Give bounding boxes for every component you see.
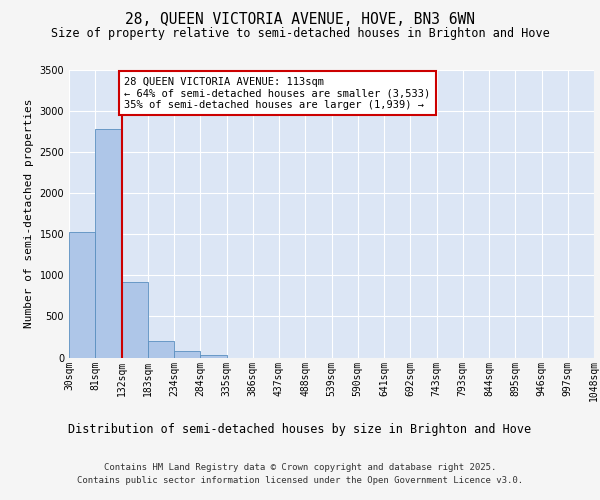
Bar <box>95 129 121 358</box>
Text: Contains public sector information licensed under the Open Government Licence v3: Contains public sector information licen… <box>77 476 523 485</box>
Bar <box>148 340 174 357</box>
Bar <box>69 232 95 358</box>
Bar <box>200 355 227 358</box>
Text: 28 QUEEN VICTORIA AVENUE: 113sqm
← 64% of semi-detached houses are smaller (3,53: 28 QUEEN VICTORIA AVENUE: 113sqm ← 64% o… <box>124 76 430 110</box>
Text: Distribution of semi-detached houses by size in Brighton and Hove: Distribution of semi-detached houses by … <box>68 422 532 436</box>
Text: Size of property relative to semi-detached houses in Brighton and Hove: Size of property relative to semi-detach… <box>50 28 550 40</box>
Text: 28, QUEEN VICTORIA AVENUE, HOVE, BN3 6WN: 28, QUEEN VICTORIA AVENUE, HOVE, BN3 6WN <box>125 12 475 28</box>
Bar <box>121 282 148 358</box>
Y-axis label: Number of semi-detached properties: Number of semi-detached properties <box>24 99 34 328</box>
Text: Contains HM Land Registry data © Crown copyright and database right 2025.: Contains HM Land Registry data © Crown c… <box>104 462 496 471</box>
Bar <box>174 351 200 358</box>
